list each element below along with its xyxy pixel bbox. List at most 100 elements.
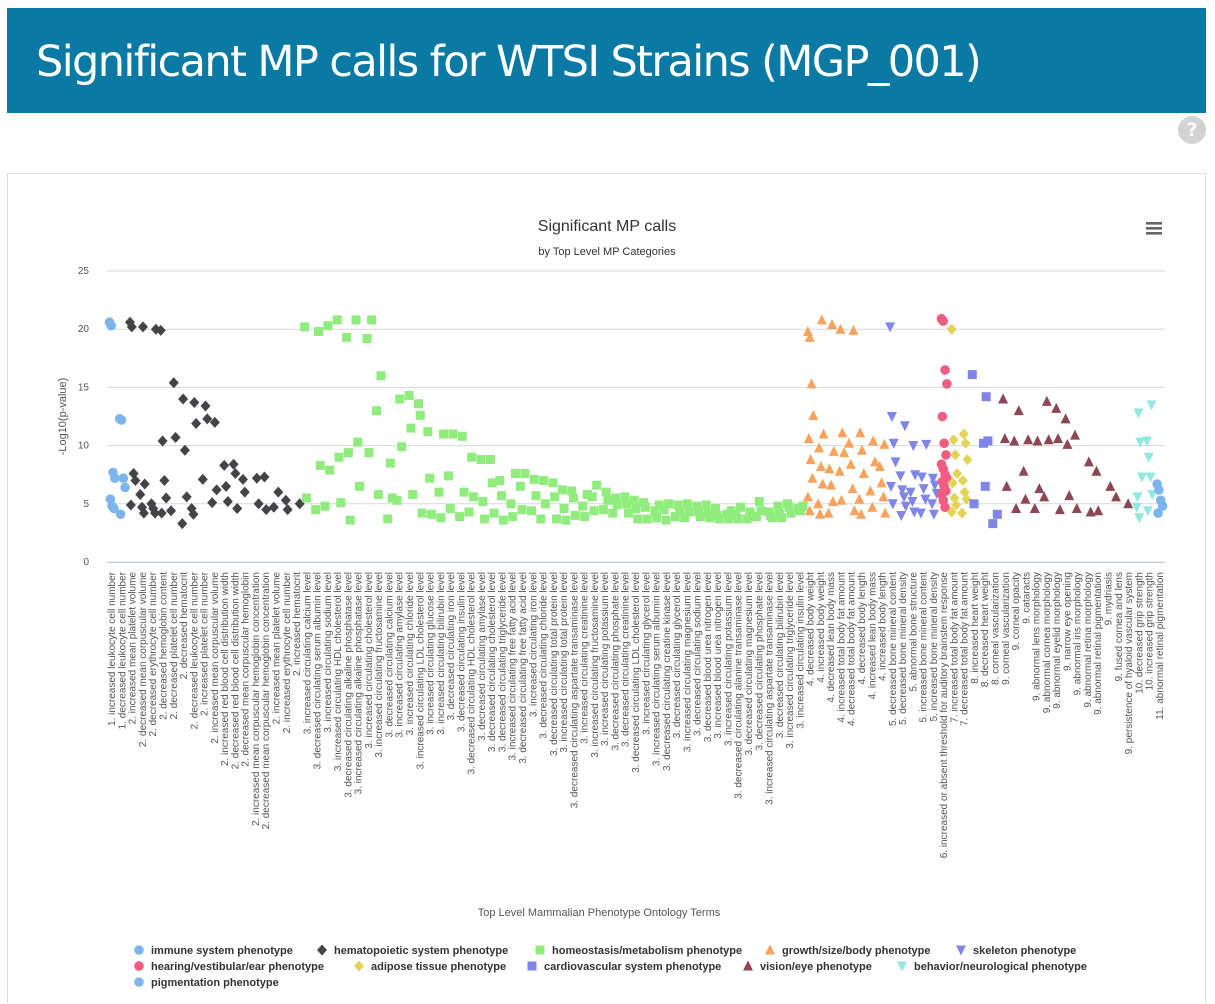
data-point: [311, 505, 321, 515]
x-tick-label: 9. persistence of hyaloid vascular syste…: [1124, 572, 1135, 754]
x-tick-label: 2. decreased mean corpuscular hemoglobin…: [261, 572, 272, 829]
data-point: [612, 500, 622, 510]
question-circle-icon[interactable]: ?: [1178, 116, 1206, 144]
data-point: [120, 482, 130, 493]
legend-item[interactable]: behavior/neurological phenotype: [897, 961, 1087, 973]
data-point: [1145, 472, 1156, 483]
data-point: [480, 514, 490, 524]
data-point: [867, 501, 878, 512]
x-tick-label: 3. increased circulating iron level: [528, 572, 539, 717]
scatter-chart: Significant MP calls by Top Level MP Cate…: [57, 218, 1168, 989]
data-point: [946, 506, 957, 518]
x-tick-label: 2. increased mean platelet volume: [271, 572, 282, 725]
data-point: [998, 393, 1009, 404]
data-point: [1133, 408, 1144, 419]
data-point: [938, 316, 949, 326]
data-point: [1146, 400, 1157, 411]
data-point: [138, 507, 149, 519]
x-tick-label: 3. decreased circulating calcium level: [384, 572, 395, 738]
data-point: [962, 454, 973, 466]
data-point: [116, 415, 127, 425]
data-point: [372, 406, 382, 416]
legend-item[interactable]: homeostasis/metabolism phenotype: [535, 945, 743, 957]
data-point: [601, 487, 611, 497]
x-tick-label: 9. abnormal cornea morphology: [1042, 572, 1053, 713]
data-point: [552, 514, 562, 524]
data-point: [536, 514, 546, 524]
legend-item[interactable]: growth/size/body phenotype: [765, 944, 931, 958]
data-point: [529, 474, 539, 484]
data-point: [631, 503, 641, 513]
hamburger-menu-icon[interactable]: [1146, 222, 1162, 235]
data-point: [951, 499, 962, 511]
legend-item[interactable]: skeleton phenotype: [956, 945, 1076, 957]
data-point: [620, 492, 630, 502]
data-point: [364, 448, 374, 458]
x-tick-label: 5. decreased bone mineral content: [888, 572, 899, 726]
legend-symbol: [765, 944, 775, 955]
data-point: [397, 442, 407, 452]
data-point: [947, 477, 958, 489]
data-point: [197, 473, 208, 485]
legend-item[interactable]: hearing/vestibular/ear phenotype: [134, 961, 324, 973]
data-point: [126, 321, 137, 333]
x-tick-label: 3. decreased circulating insulin level: [456, 572, 467, 732]
data-point: [742, 514, 752, 524]
data-point: [827, 319, 838, 330]
x-tick-label: 2. increased mean platelet volume: [128, 572, 139, 725]
legend-item[interactable]: pigmentation phenotype: [134, 977, 279, 989]
data-point: [301, 493, 311, 503]
legend-item[interactable]: vision/eye phenotype: [743, 960, 872, 974]
x-tick-label: 2. increased erythrocyte cell number: [282, 571, 293, 733]
data-point: [559, 503, 569, 513]
data-point: [387, 493, 397, 503]
legend-item[interactable]: cardiovascular system phenotype: [527, 961, 722, 973]
x-tick-label: 6. increased or absent threshold for aud…: [939, 572, 950, 859]
data-point: [1054, 504, 1065, 515]
legend-item[interactable]: hematopoietic system phenotype: [317, 944, 508, 958]
data-point: [355, 481, 365, 491]
legend-label: skeleton phenotype: [973, 945, 1076, 957]
x-tick-label: 3. increased circulating cholesterol lev…: [364, 572, 375, 749]
data-point: [457, 431, 467, 441]
legend-item[interactable]: adipose tissue phenotype: [354, 960, 506, 974]
data-point: [868, 435, 879, 446]
data-point: [230, 468, 241, 480]
data-point: [336, 498, 346, 508]
data-point: [1153, 508, 1163, 518]
x-tick-label: 3. decreased circulating serum albumin l…: [313, 572, 324, 769]
x-tick-label: 3. increased circulating calcium level: [302, 572, 313, 734]
data-point: [980, 481, 990, 491]
data-point: [485, 455, 495, 465]
x-tick-label: 3. increased circulating potassium level: [723, 572, 734, 746]
data-point: [837, 427, 848, 438]
data-point: [948, 434, 959, 446]
data-point: [692, 501, 702, 511]
data-point: [654, 500, 664, 510]
legend-label: cardiovascular system phenotype: [544, 961, 721, 973]
legend-item[interactable]: immune system phenotype: [134, 945, 293, 957]
data-point: [280, 494, 291, 506]
x-tick-label: 3. increased circulating potassium level: [600, 572, 611, 746]
data-point: [900, 501, 911, 512]
data-point: [413, 399, 423, 409]
x-tick-label: 9. fused cornea and lens: [1114, 572, 1125, 682]
data-point: [816, 314, 827, 325]
data-point: [219, 459, 230, 471]
data-point: [464, 507, 474, 517]
x-tick-label: 4. decreased total body fat amount: [847, 572, 858, 726]
x-tick-label: 3. decreased circulating creatine kinase…: [662, 572, 673, 771]
data-point: [1157, 501, 1168, 511]
data-point: [531, 491, 541, 501]
data-point: [166, 505, 177, 517]
data-point: [423, 427, 433, 437]
legend-label: pigmentation phenotype: [151, 977, 279, 989]
data-point: [941, 450, 951, 460]
data-point: [878, 491, 889, 502]
x-tick-label: 3. increased circulating glucose level: [426, 572, 437, 735]
data-point: [673, 500, 683, 510]
data-point: [885, 481, 896, 492]
data-point: [929, 480, 940, 491]
data-point: [385, 458, 395, 468]
data-point: [135, 488, 146, 500]
